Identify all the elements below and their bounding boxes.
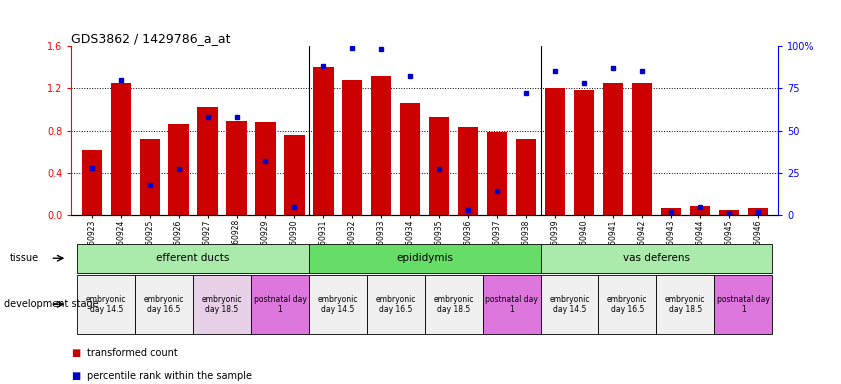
Bar (140, 139, 160, 215)
Text: postnatal day
1: postnatal day 1 (717, 295, 770, 314)
Bar (309, 244, 541, 273)
Bar (516, 139, 537, 215)
Bar (251, 275, 309, 334)
Bar (77, 275, 135, 334)
Bar (313, 67, 334, 215)
Bar (226, 121, 246, 215)
Text: ■: ■ (71, 348, 81, 358)
Text: embryonic
day 18.5: embryonic day 18.5 (202, 295, 242, 314)
Text: development stage: development stage (4, 299, 99, 310)
Text: embryonic
day 14.5: embryonic day 14.5 (318, 295, 358, 314)
Bar (483, 275, 541, 334)
Text: embryonic
day 18.5: embryonic day 18.5 (433, 295, 474, 314)
Bar (135, 275, 193, 334)
Text: vas deferens: vas deferens (623, 253, 690, 263)
Text: embryonic
day 14.5: embryonic day 14.5 (86, 295, 126, 314)
Bar (574, 91, 594, 215)
Text: embryonic
day 16.5: embryonic day 16.5 (375, 295, 416, 314)
Text: embryonic
day 18.5: embryonic day 18.5 (665, 295, 706, 314)
Text: efferent ducts: efferent ducts (156, 253, 230, 263)
Bar (656, 275, 714, 334)
Bar (193, 275, 251, 334)
Text: postnatal day
1: postnatal day 1 (485, 295, 538, 314)
Bar (371, 76, 391, 215)
Text: embryonic
day 16.5: embryonic day 16.5 (144, 295, 184, 314)
Bar (168, 124, 188, 215)
Text: percentile rank within the sample: percentile rank within the sample (87, 371, 251, 381)
Bar (690, 205, 710, 215)
Bar (545, 88, 565, 215)
Bar (599, 275, 656, 334)
Bar (458, 127, 479, 215)
Bar (603, 83, 623, 215)
Bar (718, 210, 739, 215)
Bar (309, 275, 367, 334)
Bar (541, 275, 599, 334)
Bar (198, 107, 218, 215)
Bar (342, 80, 362, 215)
Text: transformed count: transformed count (87, 348, 177, 358)
Text: embryonic
day 14.5: embryonic day 14.5 (549, 295, 590, 314)
Bar (632, 83, 652, 215)
Bar (661, 208, 681, 215)
Bar (748, 208, 768, 215)
Bar (425, 275, 483, 334)
Bar (110, 83, 131, 215)
Text: postnatal day
1: postnatal day 1 (253, 295, 306, 314)
Bar (284, 135, 304, 215)
Bar (400, 103, 420, 215)
Bar (487, 132, 507, 215)
Bar (77, 244, 309, 273)
Text: embryonic
day 16.5: embryonic day 16.5 (607, 295, 648, 314)
Bar (714, 275, 772, 334)
Bar (82, 149, 102, 215)
Bar (541, 244, 772, 273)
Bar (367, 275, 425, 334)
Bar (256, 122, 276, 215)
Text: GDS3862 / 1429786_a_at: GDS3862 / 1429786_a_at (71, 32, 231, 45)
Text: tissue: tissue (10, 253, 40, 263)
Text: ■: ■ (71, 371, 81, 381)
Text: epididymis: epididymis (396, 253, 453, 263)
Bar (429, 117, 449, 215)
